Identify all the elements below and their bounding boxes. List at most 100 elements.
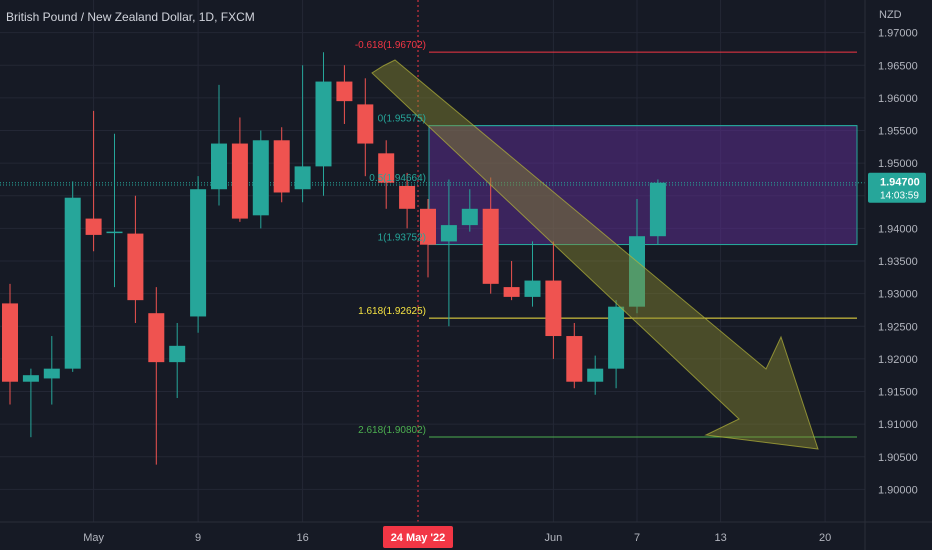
candle-body	[566, 336, 583, 382]
candle[interactable]	[315, 52, 332, 196]
price-tick-label: 1.97000	[878, 28, 918, 40]
candle[interactable]	[85, 110, 102, 252]
price-tick-label: 1.92500	[878, 321, 918, 333]
down-arrow-drawing[interactable]	[371, 59, 819, 450]
candle[interactable]	[106, 133, 123, 288]
candle[interactable]	[22, 368, 39, 438]
fib-levels	[0, 51, 865, 438]
candle-body	[252, 140, 269, 216]
candle[interactable]	[461, 189, 478, 232]
candle-body	[273, 140, 290, 193]
fib-level-label: 0.5(1.94664)	[369, 173, 426, 184]
candle[interactable]	[127, 195, 144, 323]
last-price-countdown: 14:03:59	[880, 191, 919, 202]
candle-body	[482, 208, 499, 284]
candle[interactable]	[482, 177, 499, 294]
price-tick-label: 1.90500	[878, 452, 918, 464]
candle[interactable]	[608, 300, 625, 389]
candle-body	[587, 368, 604, 382]
candle-body	[524, 280, 541, 297]
candle-body	[85, 218, 102, 235]
price-tick-label: 1.95500	[878, 126, 918, 138]
candle[interactable]	[524, 241, 541, 307]
grid-lines	[0, 0, 865, 522]
chart-title: British Pound / New Zealand Dollar, 1D, …	[6, 10, 255, 24]
time-tick-label: 16	[296, 532, 308, 544]
candle-body	[440, 225, 457, 242]
time-tick-label: May	[83, 532, 104, 544]
candle[interactable]	[336, 65, 353, 124]
candle-body	[461, 208, 478, 226]
candle[interactable]	[420, 199, 436, 278]
crosshair-date-label: 24 May '22	[391, 532, 446, 544]
price-tick-label: 1.93000	[878, 289, 918, 301]
candle[interactable]	[148, 287, 165, 465]
candle-body	[399, 185, 416, 209]
candle[interactable]	[64, 181, 81, 372]
time-axis[interactable]: May 9 16 Jun 7 13 20	[83, 532, 831, 544]
candle[interactable]	[43, 336, 60, 405]
candle-body	[106, 231, 123, 234]
candle-body	[608, 306, 625, 369]
candle[interactable]	[545, 241, 562, 359]
candle[interactable]	[440, 179, 457, 327]
candle[interactable]	[231, 117, 248, 222]
last-price-marker: 1.94700 14:03:59	[868, 172, 926, 203]
candle-body	[378, 153, 395, 183]
fib-level-label: -0.618(1.96702)	[355, 40, 426, 51]
candle-body	[315, 81, 332, 167]
candle-body	[336, 81, 353, 102]
price-tick-label: 1.96000	[878, 93, 918, 105]
price-tick-label: 1.93500	[878, 256, 918, 268]
candle[interactable]	[649, 179, 666, 245]
candle-body	[545, 280, 562, 337]
candle[interactable]	[399, 172, 416, 229]
candle[interactable]	[629, 199, 645, 314]
candle[interactable]	[211, 84, 227, 206]
candle-body	[148, 313, 165, 363]
fib-labels: -0.618(1.96702) 0(1.95575) 0.5(1.94664) 1(1…	[355, 40, 426, 436]
candle[interactable]	[169, 322, 186, 399]
candle-body	[629, 236, 645, 307]
candle[interactable]	[566, 322, 583, 389]
time-tick-label: 7	[634, 532, 640, 544]
candle-body	[2, 303, 18, 382]
price-axis[interactable]: 1.90000 1.90500 1.91000 1.91500 1.92000 1.925…	[878, 28, 918, 497]
candle[interactable]	[252, 130, 269, 229]
candle[interactable]	[357, 78, 374, 177]
price-tick-label: 1.94000	[878, 223, 918, 235]
candle-body	[169, 345, 186, 363]
candle-body	[43, 368, 60, 379]
candle-body	[64, 197, 81, 369]
time-tick-label: 20	[819, 532, 831, 544]
candle[interactable]	[503, 261, 520, 301]
candle[interactable]	[587, 355, 604, 395]
time-tick-label: 9	[195, 532, 201, 544]
price-tick-label: 1.95000	[878, 158, 918, 170]
candle[interactable]	[273, 127, 290, 203]
last-price-value: 1.94700	[880, 177, 920, 189]
candle-body	[649, 182, 666, 237]
candle-body	[127, 233, 144, 301]
candle[interactable]	[378, 140, 395, 209]
candle[interactable]	[294, 65, 311, 203]
candle[interactable]	[190, 176, 207, 333]
crosshair-date-marker: 24 May '22	[383, 526, 453, 548]
candle[interactable]	[2, 283, 18, 405]
candle-body	[503, 287, 520, 297]
candle-body	[420, 208, 436, 245]
fib-level-label: 1(1.93752)	[378, 233, 426, 244]
fib-level-label: 1.618(1.92625)	[358, 306, 426, 317]
candles[interactable]	[2, 52, 666, 465]
time-tick-label: 13	[714, 532, 726, 544]
candle-body	[190, 189, 207, 317]
price-tick-label: 1.90000	[878, 484, 918, 496]
fib-level-label: 2.618(1.90802)	[358, 425, 426, 436]
price-tick-label: 1.96500	[878, 60, 918, 72]
candle-body	[231, 143, 248, 219]
price-tick-label: 1.91000	[878, 419, 918, 431]
currency-label: NZD	[879, 9, 902, 21]
price-tick-label: 1.91500	[878, 387, 918, 399]
candle-body	[357, 104, 374, 144]
